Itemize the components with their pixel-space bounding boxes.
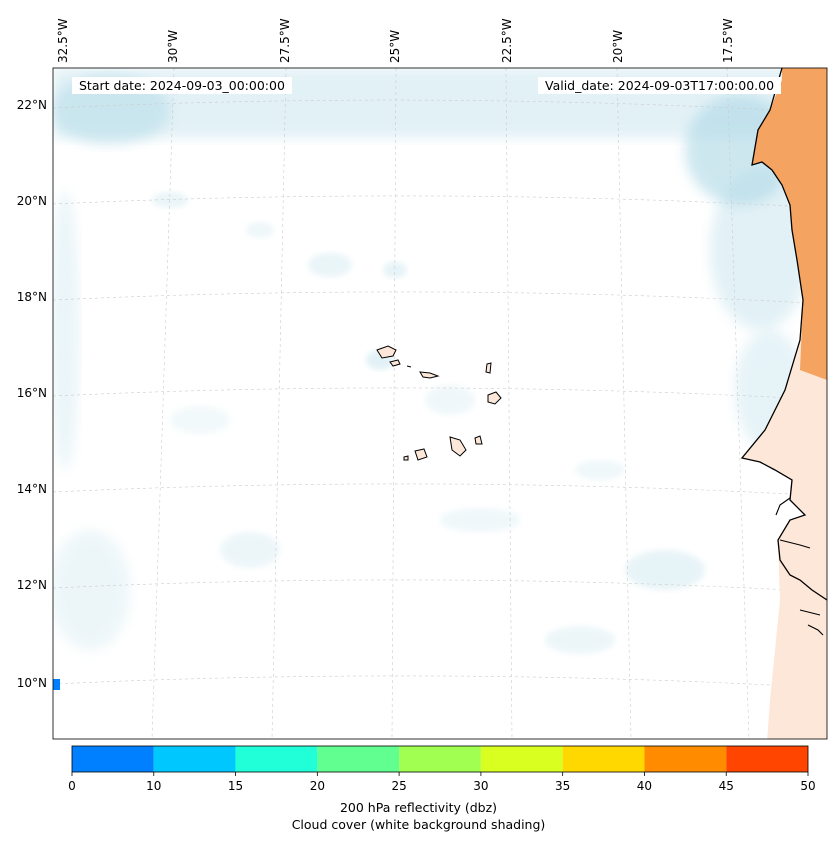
lon-label: 27.5°W [278, 18, 292, 63]
island-sao-vicente [389, 359, 401, 367]
island-sal [485, 362, 492, 374]
reflectivity-patch [53, 679, 60, 690]
lat-label: 22°N [16, 98, 47, 112]
colorbar-tick-label: 25 [391, 779, 407, 793]
lon-label: 32.5°W [56, 18, 70, 63]
colorbar-segment [235, 746, 318, 772]
island-fogo [414, 448, 428, 461]
lat-label: 18°N [16, 290, 47, 304]
lon-label: 25°W [388, 29, 402, 63]
colorbar-tick-label: 45 [718, 779, 734, 793]
island-santa-luzia [406, 365, 412, 368]
colorbar-segment [399, 746, 481, 772]
lat-label: 14°N [16, 482, 47, 496]
colorbar-segment [72, 746, 154, 772]
colorbar-segment [562, 746, 645, 772]
colorbar-title: 200 hPa reflectivity (dbz) [339, 800, 498, 815]
island-santiago [449, 436, 467, 457]
graticule [53, 68, 827, 739]
colorbar-tick-label: 20 [309, 779, 325, 793]
lat-label: 12°N [16, 578, 47, 592]
colorbar-tick-label: 15 [227, 779, 244, 793]
island-maio [474, 435, 483, 445]
african-coast [740, 68, 827, 739]
colorbar-tick-label: 35 [555, 779, 571, 793]
colorbar-tick-label: 30 [473, 779, 489, 793]
island-brava [403, 455, 409, 461]
map-frame [52, 67, 828, 740]
colorbar-tick-label: 40 [636, 779, 653, 793]
colorbar-segment [317, 746, 400, 772]
cape-verde-islands [376, 345, 502, 461]
colorbar-tick-label: 10 [146, 779, 162, 793]
colorbar-segment [644, 746, 727, 772]
island-santo-antao [376, 345, 397, 359]
colorbar-segment [726, 746, 808, 772]
island-boa-vista [487, 391, 502, 405]
lat-label: 10°N [16, 676, 47, 690]
lat-label: 16°N [16, 386, 47, 400]
colorbar-segment [153, 746, 236, 772]
colorbar-subtitle: Cloud cover (white background shading) [291, 817, 546, 832]
lon-label: 22.5°W [500, 18, 514, 63]
map-area [53, 68, 827, 739]
colorbar-tick-label: 50 [800, 779, 816, 793]
lat-label: 20°N [16, 194, 47, 208]
colorbar-tick-label: 0 [68, 779, 76, 793]
colorbar-frame [71, 745, 809, 773]
island-sao-nicolau [419, 371, 440, 379]
colorbar-segment [480, 746, 563, 772]
lon-label: 30°W [166, 29, 180, 63]
lon-label: 17.5°W [721, 18, 735, 63]
colorbar [71, 745, 809, 776]
valid-date-label: Valid_date: 2024-09-03T17:00:00.00 [538, 77, 782, 94]
start-date-label: Start date: 2024-09-03_00:00:00 [72, 77, 292, 94]
lon-label: 20°W [611, 29, 625, 63]
